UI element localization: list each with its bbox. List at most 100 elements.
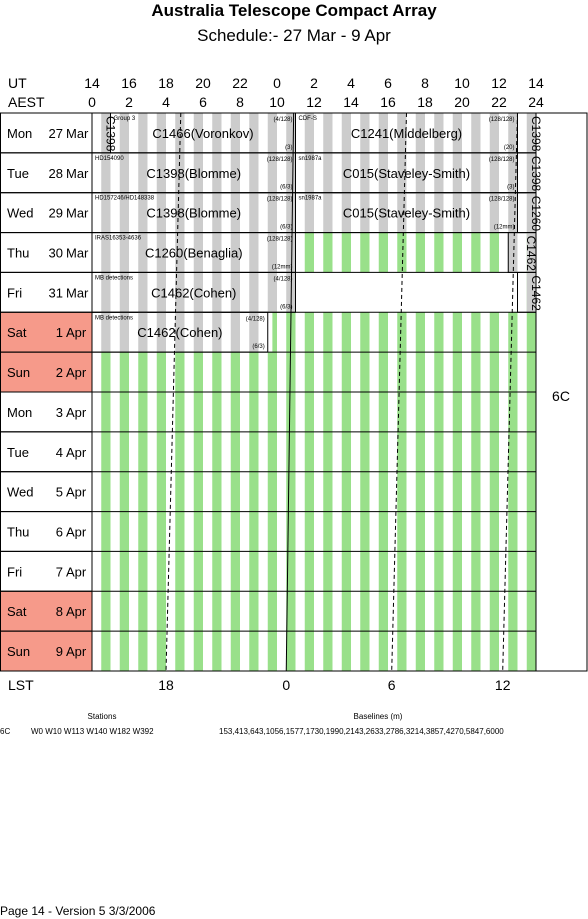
free-stripe [489,391,499,432]
booked-stripe [249,113,259,153]
booked-stripe [341,152,351,193]
free-stripe [267,591,277,632]
free-stripe [378,631,388,671]
free-stripe [249,591,259,632]
free-stripe [341,312,351,353]
aest-tick-label: 16 [380,94,396,110]
free-stripe [119,471,129,512]
booked-stripe [119,272,129,313]
day-name: Fri [7,564,22,579]
booking-block: C1462 [507,232,538,273]
booking-block: C1398 [517,152,543,194]
booked-stripe [101,152,111,193]
day-month: Mar [66,126,89,141]
free-stripe [119,391,129,432]
free-stripe [415,471,425,512]
free-stripe [193,471,203,512]
booked-stripe [508,192,518,233]
booked-stripe [193,312,203,353]
free-stripe [175,631,185,671]
free-stripe [452,591,462,632]
day-month: Apr [66,524,87,539]
booking-note-bottom: (6/3) [280,185,292,191]
free-stripe [101,631,111,671]
booked-stripe [323,152,333,193]
free-stripe [489,352,499,392]
free-stripe [193,391,203,432]
booking-block: C1241(Middelberg) CDF-S (128/128) (20) [295,112,518,154]
booked-stripe [267,113,277,153]
free-stripe [304,352,314,392]
free-stripe [193,631,203,671]
booked-stripe [526,192,536,233]
booked-stripe [267,232,277,273]
free-stripe [119,352,129,392]
free-stripe [230,511,240,552]
booked-stripe [101,232,111,273]
day-cell [0,232,93,273]
free-stripe [452,312,462,353]
booked-stripe [508,152,518,193]
day-number: 4 [56,445,63,460]
booking-source: MB detections [95,275,133,281]
booking-block: C1462(Cohen) MB detections (4/128) (6/3) [91,271,296,313]
free-stripe [249,431,259,472]
free-stripe [434,551,444,592]
day-month: Apr [66,445,87,460]
lst-axis-label: LST [8,677,34,693]
booking-block: C1398(Blomme) HD154090 (128/128) (6/3) [91,152,296,194]
booked-stripe [508,232,518,273]
booked-stripe [156,152,166,193]
day-name: Thu [7,524,29,539]
booking-note-top: (4/128) [273,117,292,123]
booked-stripe [341,113,351,153]
booked-stripe [360,113,370,153]
free-stripe [323,312,333,353]
booked-stripe [267,272,277,313]
free-stripe [360,471,370,512]
day-number: 7 [56,564,63,579]
day-name: Sat [7,325,27,340]
booked-stripe [489,113,499,153]
free-stripe [360,511,370,552]
free-stripe [415,391,425,432]
free-stripe [471,232,481,273]
free-stripe [212,352,222,392]
booked-stripe [193,192,203,233]
free-stripe [230,551,240,592]
free-stripe [415,232,425,273]
free-stripe [508,511,518,552]
booking-project-vertical: C1462 [524,236,538,272]
booked-stripe [526,113,536,153]
booked-stripe [193,113,203,153]
booked-stripe [249,272,259,313]
booked-stripe [175,272,185,313]
free-stripe [212,591,222,632]
free-stripe [397,232,407,273]
free-stripe [471,471,481,512]
day-month: Mar [66,285,89,300]
ut-tick-label: 8 [421,75,429,91]
day-number: 6 [56,524,63,539]
free-stripe [175,551,185,592]
day-number: 31 [49,285,63,300]
free-stripe [175,471,185,512]
free-stripe [175,511,185,552]
free-stripe [323,352,333,392]
free-stripe [323,551,333,592]
free-stripe [452,511,462,552]
booked-stripe [434,152,444,193]
booked-stripe [415,113,425,153]
free-stripe [508,312,518,353]
stations-heading: Stations [88,712,117,721]
free-stripe [341,352,351,392]
day-month: Apr [66,564,87,579]
ut-tick-label: 22 [232,75,248,91]
ut-tick-labels: 14 16 18 20 22 0 2 4 6 8 10 12 14 [84,75,544,91]
free-stripe [119,431,129,472]
stations-list: W0 W10 W113 W140 W182 W392 [31,727,154,736]
free-stripe [360,431,370,472]
bookings-layer: C1398 C1466(Voronkov)Group 3 (4/128)(3)C12… [91,112,543,353]
free-stripe [415,312,425,353]
booking-block: C1466(Voronkov) Group 3 (4/128) (3) [110,112,296,154]
